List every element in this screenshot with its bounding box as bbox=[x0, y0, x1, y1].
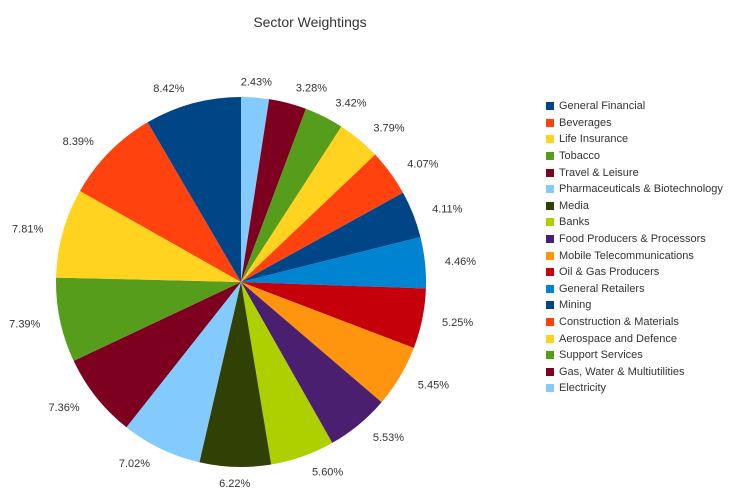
legend-label: Oil & Gas Producers bbox=[559, 266, 660, 279]
slice-percentage-label: 7.02% bbox=[119, 458, 150, 470]
legend-item: General Retailers bbox=[546, 281, 723, 298]
legend-label: Mining bbox=[559, 299, 592, 312]
pie-slice bbox=[241, 108, 342, 282]
legend-label: Aerospace and Defence bbox=[559, 332, 678, 345]
legend-item: Mobile Telecommunications bbox=[546, 247, 723, 264]
legend-swatch-icon bbox=[546, 218, 554, 227]
legend-item: Beverages bbox=[546, 115, 723, 132]
legend-item: Support Services bbox=[546, 347, 723, 364]
pie-slice bbox=[147, 97, 241, 282]
pie-slice bbox=[241, 192, 421, 282]
legend-item: Aerospace and Defence bbox=[546, 330, 723, 347]
legend-swatch-icon bbox=[546, 118, 554, 127]
legend-label: Pharmaceuticals & Biotechnology bbox=[559, 183, 723, 196]
pie-slice bbox=[56, 277, 241, 361]
legend-swatch-icon bbox=[546, 235, 554, 244]
pie-slice bbox=[241, 282, 414, 403]
pie-slice bbox=[241, 154, 404, 282]
pie-slice bbox=[241, 282, 426, 349]
legend-label: Media bbox=[559, 199, 589, 212]
legend-swatch-icon bbox=[546, 268, 554, 277]
legend-label: Construction & Materials bbox=[559, 316, 679, 329]
legend-item: Life Insurance bbox=[546, 131, 723, 148]
pie-slice bbox=[56, 190, 241, 282]
legend-swatch-icon bbox=[546, 185, 554, 194]
slice-percentage-label: 7.39% bbox=[9, 319, 40, 331]
legend-label: Tobacco bbox=[559, 150, 600, 163]
slice-percentage-label: 5.53% bbox=[373, 432, 404, 444]
pie-slices bbox=[56, 97, 426, 467]
legend-label: Beverages bbox=[559, 116, 612, 129]
slice-percentage-label: 3.79% bbox=[373, 122, 404, 134]
legend-swatch-icon bbox=[546, 318, 554, 327]
legend-swatch-icon bbox=[546, 251, 554, 260]
pie-slice bbox=[241, 99, 306, 283]
legend-label: General Retailers bbox=[559, 282, 645, 295]
slice-percentage-label: 5.45% bbox=[418, 380, 449, 392]
pie-slice bbox=[241, 126, 376, 282]
pie-slice bbox=[126, 282, 241, 463]
slice-percentage-label: 7.81% bbox=[12, 224, 43, 236]
legend: General Financial Beverages Life Insurance… bbox=[546, 98, 723, 397]
slice-percentage-label: 4.07% bbox=[407, 158, 438, 170]
slice-percentage-label: 3.42% bbox=[335, 97, 366, 109]
legend-swatch-icon bbox=[546, 135, 554, 144]
legend-swatch-icon bbox=[546, 102, 554, 111]
legend-item: Pharmaceuticals & Biotechnology bbox=[546, 181, 723, 198]
legend-item: Food Producers & Processors bbox=[546, 231, 723, 248]
pie-slice bbox=[79, 122, 241, 282]
legend-item: Banks bbox=[546, 214, 723, 231]
slice-percentage-label: 3.28% bbox=[296, 83, 327, 95]
legend-label: Gas, Water & Multiutilities bbox=[559, 365, 685, 378]
legend-label: Travel & Leisure bbox=[559, 166, 639, 179]
legend-label: Mobile Telecommunications bbox=[559, 249, 694, 262]
legend-swatch-icon bbox=[546, 384, 554, 393]
legend-item: Tobacco bbox=[546, 148, 723, 165]
legend-swatch-icon bbox=[546, 367, 554, 376]
slice-percentage-label: 4.11% bbox=[432, 204, 463, 216]
legend-label: Electricity bbox=[559, 382, 607, 395]
legend-swatch-icon bbox=[546, 301, 554, 310]
legend-swatch-icon bbox=[546, 168, 554, 177]
pie-slice bbox=[241, 237, 426, 289]
legend-label: Food Producers & Processors bbox=[559, 233, 706, 246]
legend-label: Support Services bbox=[559, 349, 643, 362]
slice-percentage-label: 4.46% bbox=[445, 256, 476, 268]
pie-slice bbox=[199, 282, 272, 467]
slice-percentage-label: 8.42% bbox=[153, 83, 184, 95]
pie-slice bbox=[241, 282, 382, 443]
pie-chart: 2.43% 3.28% 3.42% 3.79% 4.07% 4.11% 4.46% 5.25%… bbox=[9, 77, 476, 490]
slice-percentage-label: 5.60% bbox=[312, 466, 343, 478]
legend-item: Mining bbox=[546, 297, 723, 314]
legend-swatch-icon bbox=[546, 152, 554, 161]
legend-swatch-icon bbox=[546, 351, 554, 360]
legend-swatch-icon bbox=[546, 334, 554, 343]
slice-percentage-label: 5.25% bbox=[442, 317, 473, 329]
legend-item: Gas, Water & Multiutilities bbox=[546, 364, 723, 381]
pie-slice bbox=[73, 282, 241, 428]
slice-percentage-label: 6.22% bbox=[219, 478, 250, 490]
slice-percentage-label: 2.43% bbox=[241, 77, 272, 89]
legend-label: General Financial bbox=[559, 100, 646, 113]
slice-percentage-label: 8.39% bbox=[63, 136, 94, 148]
legend-item: Media bbox=[546, 198, 723, 215]
pie-labels: 2.43% 3.28% 3.42% 3.79% 4.07% 4.11% 4.46% 5.25%… bbox=[9, 77, 476, 490]
legend-item: Construction & Materials bbox=[546, 314, 723, 331]
slice-percentage-label: 7.36% bbox=[48, 402, 79, 414]
legend-item: Electricity bbox=[546, 380, 723, 397]
legend-item: Oil & Gas Producers bbox=[546, 264, 723, 281]
legend-label: Life Insurance bbox=[559, 133, 629, 146]
pie-slice bbox=[241, 282, 333, 465]
chart-title: Sector Weightings bbox=[253, 14, 367, 30]
pie-slice bbox=[241, 97, 270, 282]
legend-label: Banks bbox=[559, 216, 590, 229]
legend-item: Travel & Leisure bbox=[546, 164, 723, 181]
legend-swatch-icon bbox=[546, 284, 554, 293]
legend-item: General Financial bbox=[546, 98, 723, 115]
legend-swatch-icon bbox=[546, 201, 554, 210]
